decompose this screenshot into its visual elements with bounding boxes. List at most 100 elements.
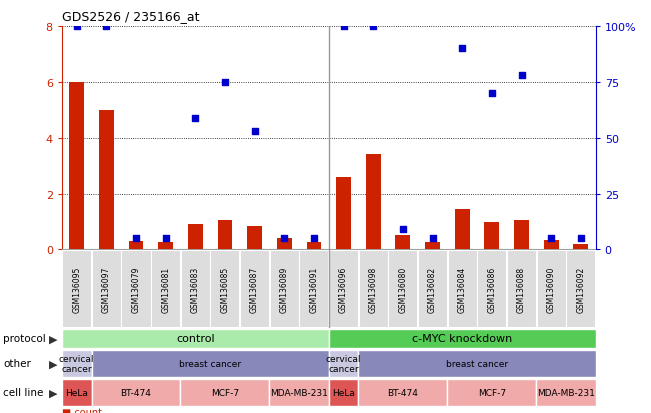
Bar	[507, 251, 536, 328]
Bar	[92, 251, 121, 328]
Point	[398, 226, 408, 233]
Bar	[151, 251, 180, 328]
Text: GSM136091: GSM136091	[309, 266, 318, 312]
Bar	[62, 329, 329, 348]
Point	[309, 235, 319, 242]
Bar	[418, 251, 447, 328]
Bar	[359, 251, 388, 328]
Bar	[566, 251, 596, 328]
Point	[368, 24, 378, 30]
Point	[575, 235, 586, 242]
Text: HeLa: HeLa	[332, 388, 355, 397]
Bar	[396, 236, 410, 250]
Text: BT-474: BT-474	[387, 388, 419, 397]
Point	[160, 235, 171, 242]
Bar	[92, 379, 180, 406]
Bar	[158, 243, 173, 250]
Bar	[536, 379, 596, 406]
Text: GSM136086: GSM136086	[488, 266, 496, 312]
Bar	[448, 251, 477, 328]
Text: breast cancer: breast cancer	[179, 359, 241, 368]
Bar	[277, 239, 292, 250]
Text: GSM136080: GSM136080	[398, 266, 408, 312]
Bar	[210, 251, 240, 328]
Point	[487, 90, 497, 97]
Bar	[128, 242, 143, 250]
Point	[427, 235, 437, 242]
Bar	[359, 379, 447, 406]
Bar	[329, 251, 358, 328]
Text: ■ count: ■ count	[62, 407, 102, 413]
Bar	[514, 221, 529, 250]
Bar	[180, 379, 270, 406]
Text: MDA-MB-231: MDA-MB-231	[270, 388, 328, 397]
Text: GSM136082: GSM136082	[428, 266, 437, 312]
Text: ▶: ▶	[49, 387, 58, 397]
Bar	[336, 178, 351, 250]
Text: GSM136087: GSM136087	[250, 266, 259, 312]
Point	[249, 128, 260, 135]
Text: GSM136088: GSM136088	[517, 266, 526, 312]
Point	[457, 46, 467, 52]
Bar	[122, 251, 150, 328]
Text: cervical
cancer: cervical cancer	[326, 354, 361, 373]
Text: MCF-7: MCF-7	[478, 388, 506, 397]
Bar	[455, 209, 469, 250]
Bar	[270, 379, 329, 406]
Text: GSM136096: GSM136096	[339, 266, 348, 312]
Text: GSM136083: GSM136083	[191, 266, 200, 312]
Bar	[477, 251, 506, 328]
Point	[220, 79, 230, 86]
Text: control: control	[176, 334, 215, 344]
Bar	[536, 251, 566, 328]
Point	[101, 24, 111, 30]
Text: other: other	[3, 358, 31, 368]
Text: c-MYC knockdown: c-MYC knockdown	[412, 334, 512, 344]
Text: MCF-7: MCF-7	[211, 388, 239, 397]
Bar	[299, 251, 329, 328]
Text: cell line: cell line	[3, 387, 44, 397]
Text: GDS2526 / 235166_at: GDS2526 / 235166_at	[62, 10, 199, 23]
Text: GSM136095: GSM136095	[72, 266, 81, 312]
Bar	[62, 350, 92, 377]
Bar	[99, 110, 114, 250]
Bar	[389, 251, 417, 328]
Text: GSM136079: GSM136079	[132, 266, 141, 312]
Bar	[366, 155, 381, 250]
Text: GSM136097: GSM136097	[102, 266, 111, 312]
Bar	[188, 225, 202, 250]
Point	[546, 235, 557, 242]
Text: BT-474: BT-474	[120, 388, 152, 397]
Text: ▶: ▶	[49, 334, 58, 344]
Bar	[329, 329, 596, 348]
Text: cervical
cancer: cervical cancer	[59, 354, 94, 373]
Bar	[62, 379, 92, 406]
Bar	[329, 350, 359, 377]
Text: HeLa: HeLa	[65, 388, 88, 397]
Bar	[92, 350, 329, 377]
Bar	[69, 83, 84, 250]
Point	[279, 235, 290, 242]
Bar	[359, 350, 596, 377]
Bar	[425, 243, 440, 250]
Bar	[544, 240, 559, 250]
Text: GSM136085: GSM136085	[221, 266, 229, 312]
Bar	[247, 226, 262, 250]
Text: GSM136089: GSM136089	[280, 266, 289, 312]
Point	[72, 24, 82, 30]
Text: ▶: ▶	[49, 358, 58, 368]
Text: GSM136081: GSM136081	[161, 266, 170, 312]
Bar	[574, 244, 589, 250]
Text: GSM136084: GSM136084	[458, 266, 467, 312]
Bar	[217, 221, 232, 250]
Point	[190, 115, 201, 121]
Bar	[447, 379, 536, 406]
Text: GSM136092: GSM136092	[576, 266, 585, 312]
Text: GSM136090: GSM136090	[547, 266, 556, 312]
Bar	[240, 251, 269, 328]
Bar	[484, 222, 499, 250]
Bar	[307, 243, 322, 250]
Bar	[329, 379, 359, 406]
Text: GSM136098: GSM136098	[368, 266, 378, 312]
Point	[516, 73, 527, 79]
